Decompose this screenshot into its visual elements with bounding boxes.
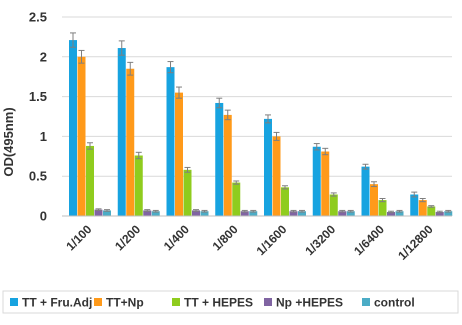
legend-label: control [374,296,415,310]
y-tick-label: 0 [40,209,47,224]
bar [192,210,200,216]
bar [183,169,192,216]
bar [215,102,224,216]
y-tick-label: 1 [40,129,47,144]
bar [264,118,272,216]
bar [151,211,160,216]
bar [329,194,338,216]
bar [281,187,289,216]
bar [103,210,111,216]
bars [69,40,453,217]
bar [77,56,86,216]
bar [200,211,209,216]
bar [298,211,306,216]
legend-label: TT+Np [106,296,144,310]
x-tick-label: 1/400 [161,222,192,253]
bar [175,92,183,216]
x-tick-label: 1/6400 [351,222,387,258]
x-tick-label: 1/100 [63,222,94,253]
bar [338,211,347,216]
y-axis-label: OD(495nm) [1,107,16,176]
legend: TT + Fru.Adj TT+Np TT + HEPES Np +HEPES cont… [2,290,459,314]
legend-swatch [10,298,18,306]
bar [321,151,330,216]
bar [378,200,387,216]
x-tick-label: 1/800 [210,222,241,253]
bar [427,206,436,216]
bar [232,182,241,216]
legend-box [2,290,459,314]
bar [223,114,232,216]
bar [289,211,298,216]
bar [387,212,395,216]
bar [410,194,419,216]
y-tick-label: 0.5 [29,169,47,184]
bar [395,211,404,216]
bar [126,68,135,217]
legend-swatch [172,298,180,306]
bar [143,210,152,216]
x-tick-label: 1/12800 [395,222,436,263]
bar [361,166,370,216]
bar [346,211,355,216]
bar [86,145,94,216]
bar [272,136,281,216]
bar [435,212,444,216]
x-tick-label: 1/200 [112,222,143,253]
bar [134,155,143,216]
x-tick-label: 1/3200 [302,222,338,258]
error-bars [70,32,452,214]
y-tick-label: 2 [40,49,47,64]
bar [418,200,427,216]
legend-label: TT + HEPES [184,296,253,310]
y-tick-label: 1.5 [29,89,47,104]
legend-swatch [362,298,370,306]
y-tick-label: 2.5 [29,10,47,25]
bar [370,184,378,216]
bar [312,146,321,216]
legend-swatch [264,298,272,306]
x-tick-label: 1/1600 [254,222,290,258]
bar [444,211,453,216]
bar [166,67,175,216]
legend-label: TT + Fru.Adj [22,296,92,310]
bar [69,40,77,216]
legend-label: Np +HEPES [276,296,343,310]
legend-swatch [94,298,102,306]
bar [117,48,126,216]
bar [94,209,103,216]
bar [240,211,249,216]
bar [249,211,258,216]
